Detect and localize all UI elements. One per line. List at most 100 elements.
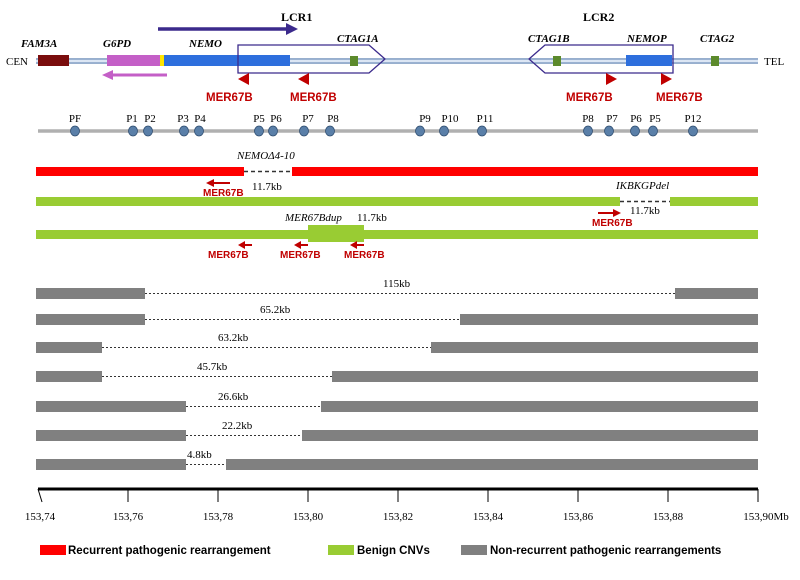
nemo-del-mer-head — [206, 179, 214, 187]
probe-label: P11 — [477, 113, 494, 125]
ctag1b-label: CTAG1B — [528, 33, 570, 45]
probe-marker — [648, 125, 658, 137]
probe-label: P7 — [606, 113, 618, 125]
ctag2-gene — [711, 56, 719, 66]
ikbkgp-bar-right — [670, 197, 758, 206]
coordinate-axis: 153,74 153,76 153,78 153,80 153,82 153,8… — [25, 487, 789, 523]
nemo-del-bar-right — [292, 167, 758, 176]
dup-mer-label-3: MER67B — [344, 250, 385, 261]
axis-tick-label: 153,90Mb — [743, 511, 789, 523]
recurrent-and-benign: NEMOΔ4-10 11.7kb MER67B IKBKGPdel 11.7kb… — [36, 150, 758, 261]
probe-marker — [604, 125, 614, 137]
mer67b-triangle-3 — [606, 73, 617, 85]
nonrec-bar-right — [675, 288, 758, 299]
probe-marker — [128, 125, 138, 137]
ctag2-label: CTAG2 — [700, 33, 735, 45]
nemo-del-mer-label: MER67B — [203, 188, 244, 199]
nemo-label: NEMO — [188, 38, 222, 50]
nemop-label: NEMOP — [626, 33, 667, 45]
probe-label: P8 — [582, 113, 594, 125]
probe-marker — [583, 125, 593, 137]
dup-mer-head-1 — [238, 241, 245, 249]
probe-label: P7 — [302, 113, 314, 125]
nonrec-bar-right — [431, 342, 758, 353]
nonrec-bar-right — [332, 371, 758, 382]
nonrec-bar-left — [36, 314, 145, 325]
cen-label: CEN — [6, 56, 28, 68]
fam3a-gene — [38, 55, 69, 66]
axis-tick-label: 153,84 — [473, 511, 504, 523]
probe-marker — [688, 125, 698, 137]
mer67bdup-label: MER67Bdup — [284, 212, 342, 224]
nonrec-bar-right — [226, 459, 758, 470]
dup-mer-label-1: MER67B — [208, 250, 249, 261]
lcr1-label: LCR1 — [281, 10, 312, 24]
probe-marker — [630, 125, 640, 137]
ikbkgp-bar-left — [36, 197, 620, 206]
nonrec-size: 26.6kb — [218, 391, 249, 403]
axis-tick-label: 153,76 — [113, 511, 144, 523]
mer67bdup-duplication — [308, 225, 364, 242]
nonrec-bar-left — [36, 430, 186, 441]
probe-label: P5 — [649, 113, 661, 125]
probe-marker — [143, 125, 153, 137]
g6pd-gene — [107, 55, 162, 66]
probe-label: PF — [69, 113, 81, 125]
probe-label: P2 — [144, 113, 156, 125]
probe-marker — [415, 125, 425, 137]
axis-tick-label: 153,88 — [653, 511, 684, 523]
probe-label: P4 — [194, 113, 206, 125]
nemo-gene — [164, 55, 290, 66]
probe-track: PF P1 P2 P3 P4 P5 P6 P7 P8 P9 P10 P11 P8 — [38, 113, 758, 137]
dup-mer-label-2: MER67B — [280, 250, 321, 261]
nonrec-bar-right — [460, 314, 758, 325]
probe-markers: PF P1 P2 P3 P4 P5 P6 P7 P8 P9 P10 P11 P8 — [69, 113, 702, 137]
axis-tick-label: 153,82 — [383, 511, 413, 523]
probe-marker — [179, 125, 189, 137]
mer67b-label-3: MER67B — [566, 92, 613, 104]
nemop-gene — [626, 55, 672, 66]
probe-label: P8 — [327, 113, 339, 125]
ikbkgp-label: IKBKGPdel — [615, 180, 669, 192]
probe-marker — [439, 125, 449, 137]
tel-label: TEL — [764, 56, 784, 68]
legend-swatch-nonrecurrent — [461, 545, 487, 555]
probe-marker — [268, 125, 278, 137]
mer67bdup-bar — [36, 230, 758, 239]
dup-mer-head-3 — [350, 241, 357, 249]
ctag1b-gene — [553, 56, 561, 66]
nonrec-bar-right — [321, 401, 758, 412]
nonrec-size: 45.7kb — [197, 361, 228, 373]
nemo-del-bar-left — [36, 167, 244, 176]
legend-label-recurrent: Recurrent pathogenic rearrangement — [68, 545, 271, 557]
lcr2-label: LCR2 — [583, 10, 614, 24]
mer67b-triangle-1 — [238, 73, 249, 85]
gene-map: CEN TEL FAM3A G6PD NEMO LCR1 CTAG1A CTAG… — [6, 10, 784, 104]
axis-tick-label: 153,74 — [25, 511, 56, 523]
nonrec-size: 115kb — [383, 278, 411, 290]
mer67b-triangle-2 — [298, 73, 309, 85]
dup-mer-head-2 — [294, 241, 301, 249]
probe-marker — [194, 125, 204, 137]
axis-tick-label: 153,86 — [563, 511, 594, 523]
mer67b-label-2: MER67B — [290, 92, 337, 104]
fam3a-label: FAM3A — [20, 38, 57, 50]
probe-label: P3 — [177, 113, 189, 125]
axis-tick — [37, 488, 43, 503]
nonrec-size: 4.8kb — [187, 449, 212, 461]
ctag1a-label: CTAG1A — [337, 33, 379, 45]
axis-tick-label: 153,80 — [293, 511, 324, 523]
legend-swatch-recurrent — [40, 545, 66, 555]
nonrec-bar-left — [36, 371, 102, 382]
chromosome-fill — [36, 59, 758, 63]
g6pd-yellow-marker — [160, 55, 164, 66]
probe-marker — [70, 125, 80, 137]
ikbkgp-size: 11.7kb — [630, 205, 660, 217]
legend-swatch-benign — [328, 545, 354, 555]
legend: Recurrent pathogenic rearrangement Benig… — [40, 545, 721, 557]
probe-marker — [299, 125, 309, 137]
legend-label-benign: Benign CNVs — [357, 545, 430, 557]
nemo-del-size: 11.7kb — [252, 181, 282, 193]
nonrec-bar-left — [36, 401, 186, 412]
